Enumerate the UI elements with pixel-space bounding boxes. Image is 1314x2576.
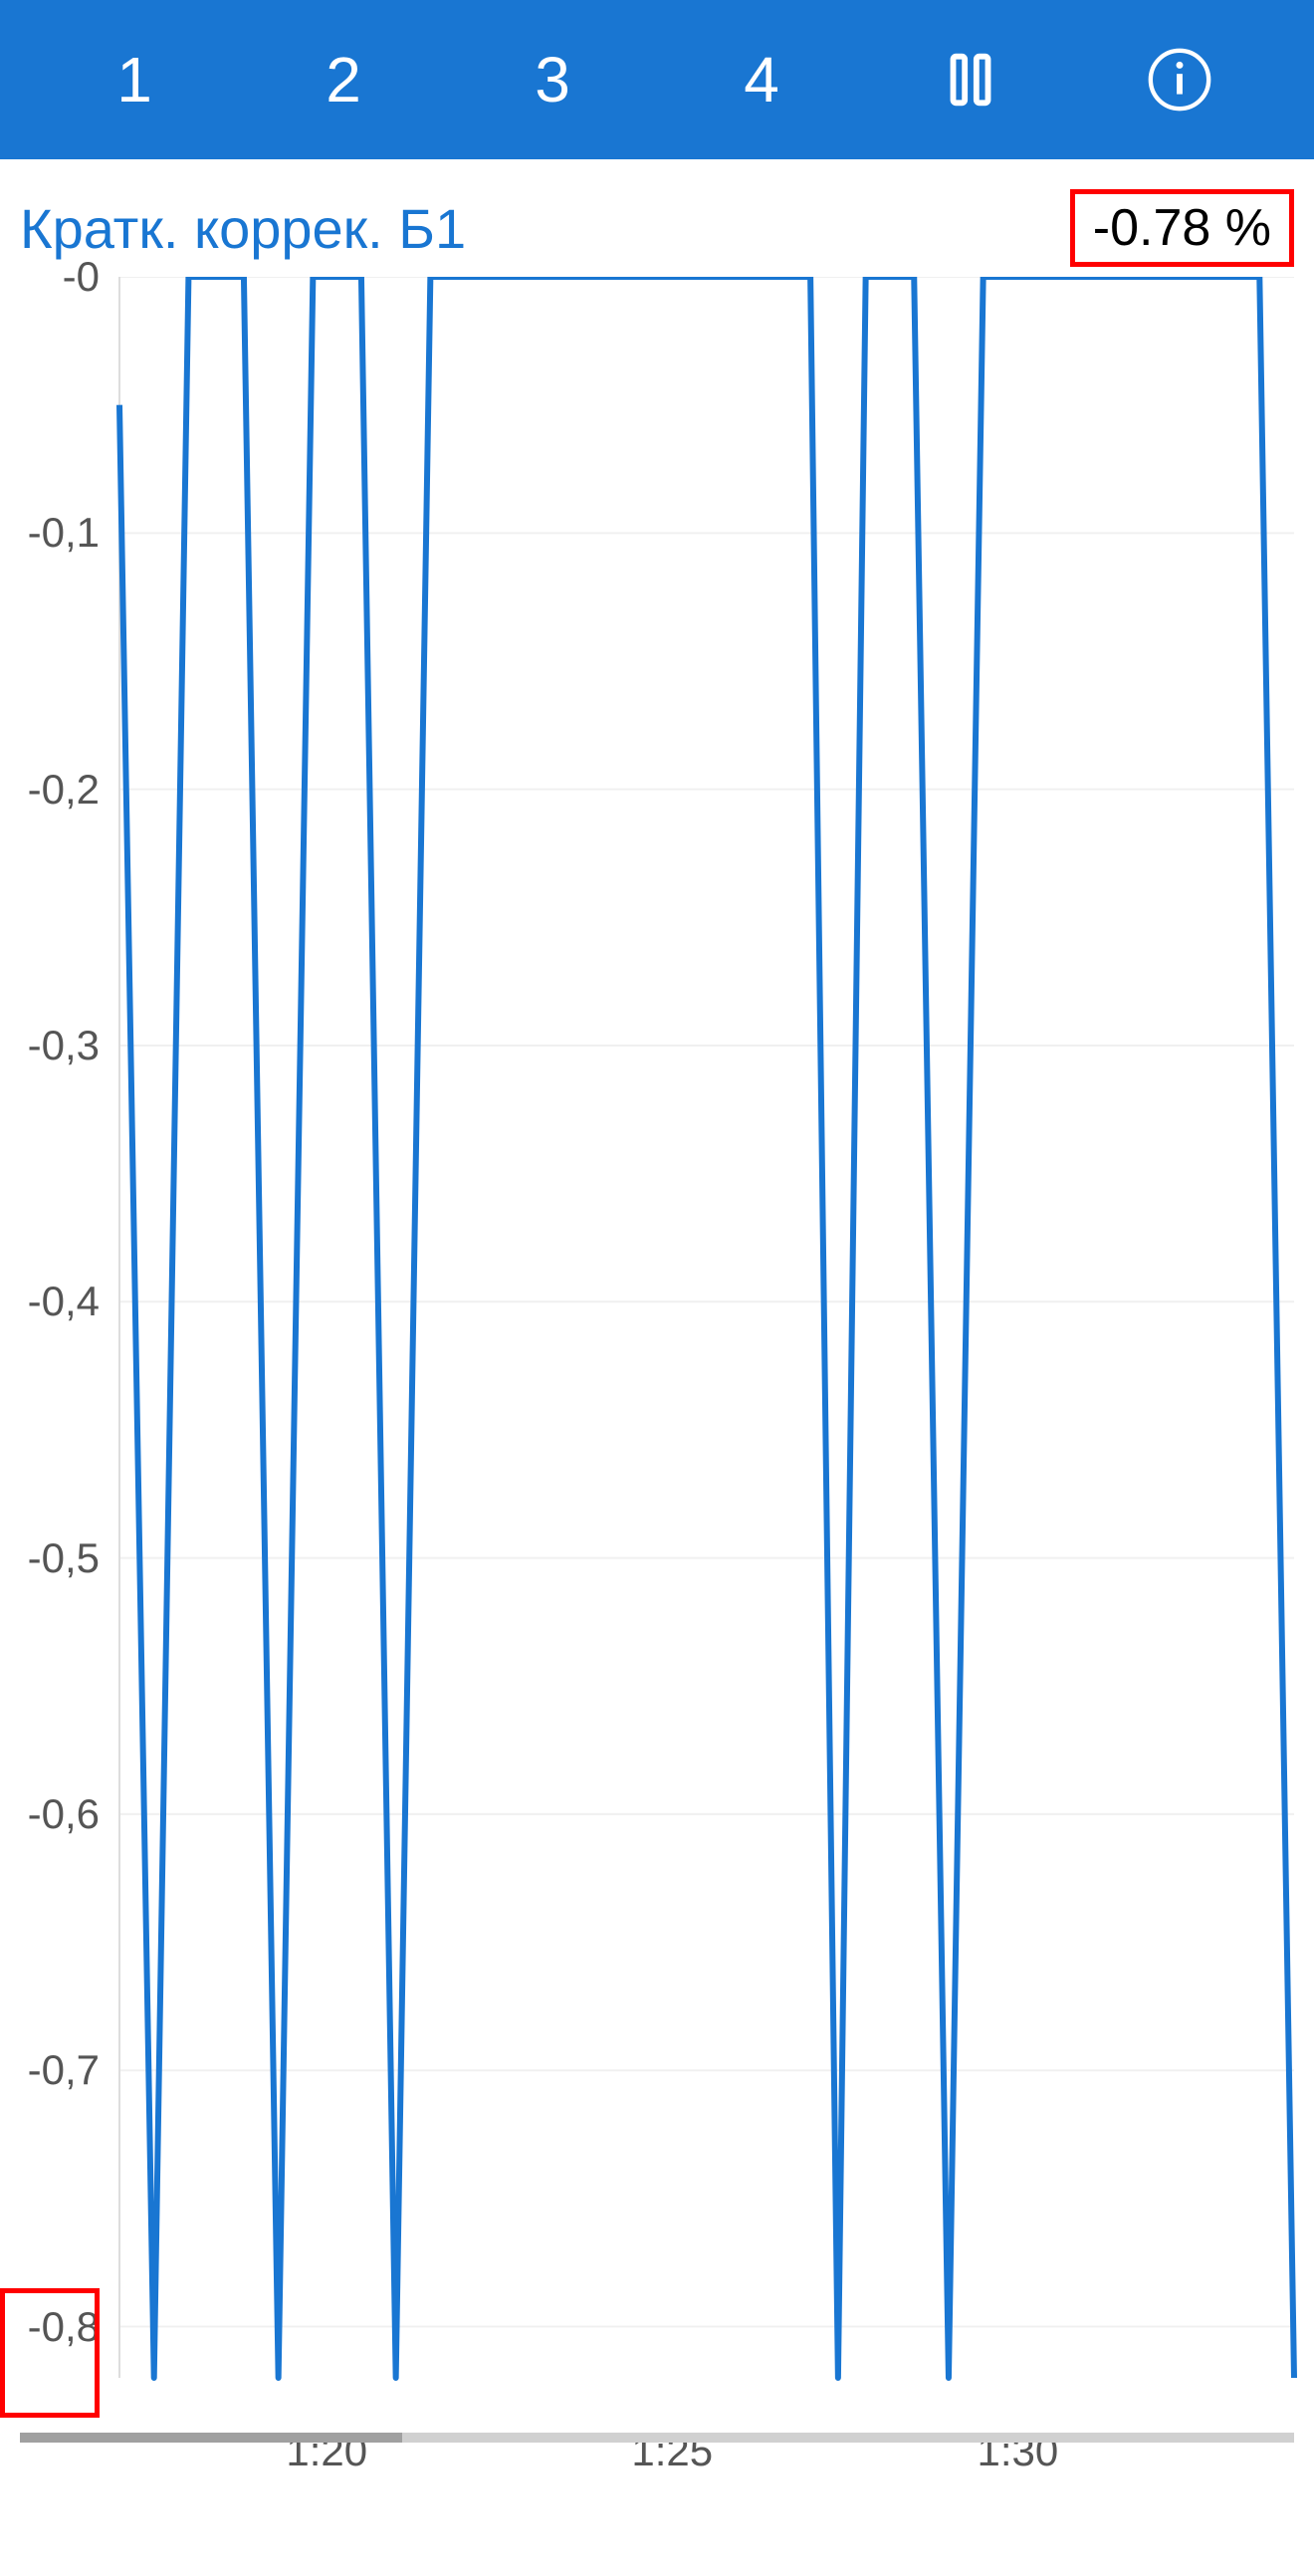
y-tick-label: -0,6 [28,1790,100,1838]
info-icon [1145,45,1214,115]
info-button[interactable] [1075,45,1284,115]
time-scrollbar[interactable] [20,2433,1294,2443]
y-tick-label: -0,1 [28,509,100,557]
chart-area[interactable]: -0-0,1-0,2-0,3-0,4-0,5-0,6-0,7-0,8 1:201… [0,277,1314,2507]
header-toolbar: 1 2 3 4 [0,0,1314,159]
y-axis-labels: -0-0,1-0,2-0,3-0,4-0,5-0,6-0,7-0,8 [0,277,110,2507]
chart-svg [0,277,1314,2507]
tab-4[interactable]: 4 [657,43,866,117]
chart-title-row: Кратк. коррек. Б1 -0.78 % [0,159,1314,277]
tab-1[interactable]: 1 [30,43,239,117]
highlight-box [0,2288,100,2418]
y-tick-label: -0,2 [28,766,100,814]
y-tick-label: -0,3 [28,1022,100,1069]
tab-3[interactable]: 3 [448,43,657,117]
tab-2[interactable]: 2 [239,43,448,117]
y-tick-label: -0,7 [28,2046,100,2094]
pause-icon [936,45,1005,115]
y-tick-label: -0,4 [28,1278,100,1325]
time-scrollbar-thumb[interactable] [20,2433,402,2443]
y-tick-label: -0,5 [28,1534,100,1582]
current-value-box: -0.78 % [1070,189,1294,267]
pause-button[interactable] [866,45,1075,115]
chart-title: Кратк. коррек. Б1 [20,196,466,261]
y-tick-label: -0 [63,253,100,301]
